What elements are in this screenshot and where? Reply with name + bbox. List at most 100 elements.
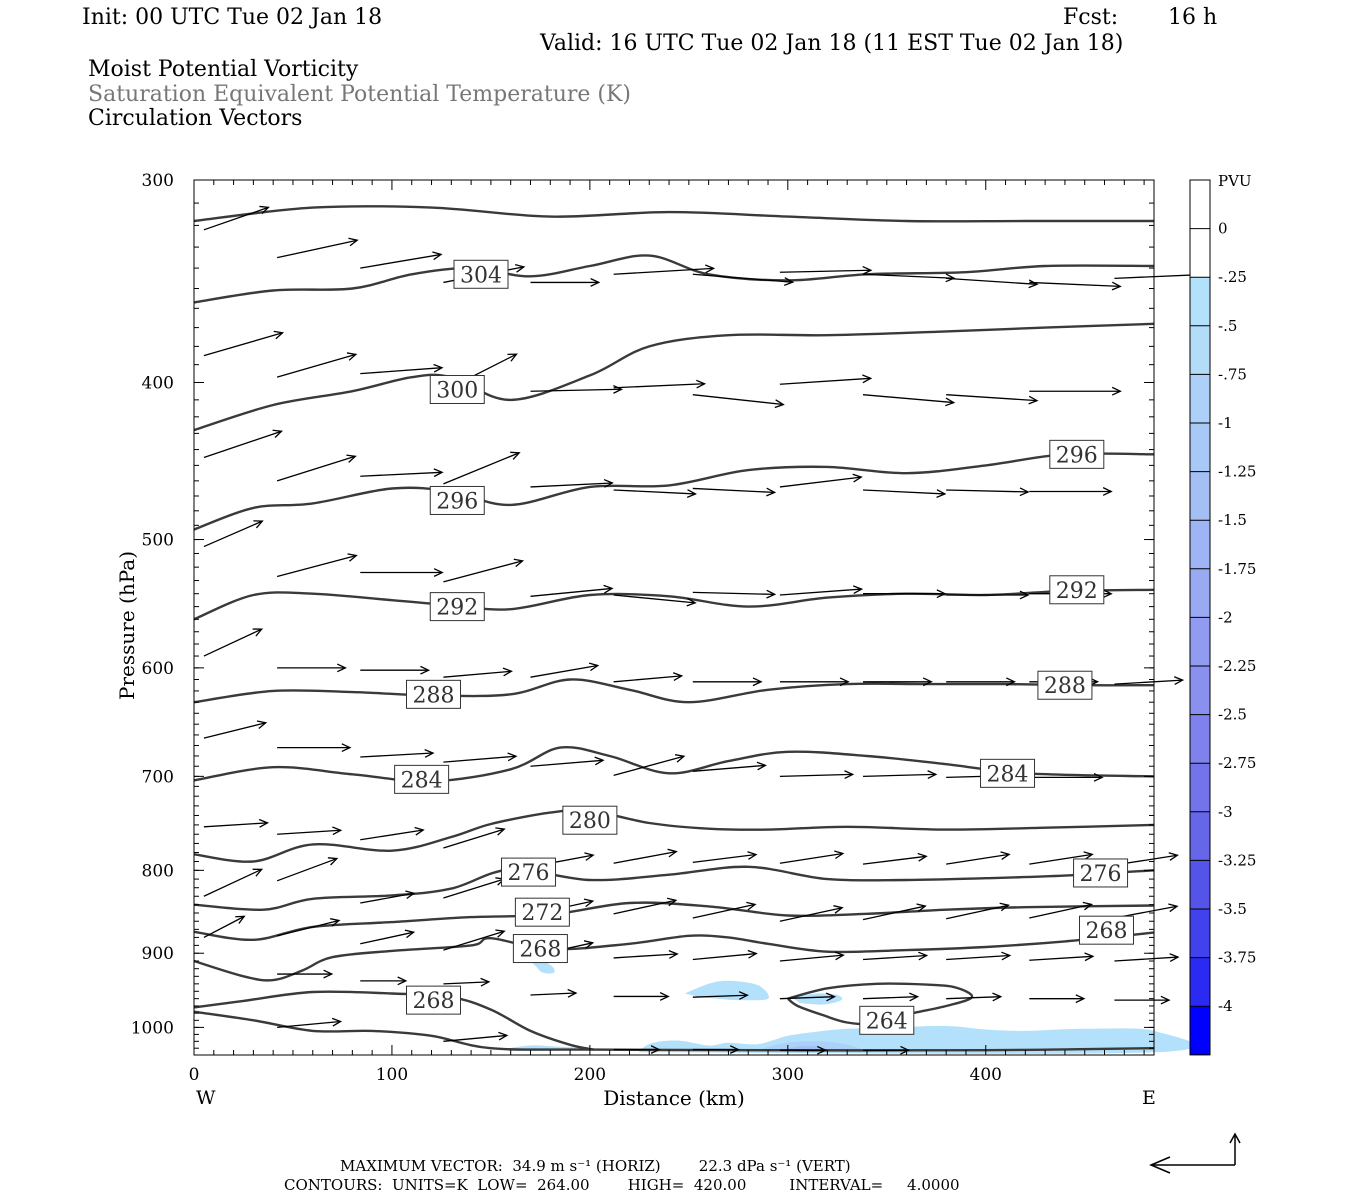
colorbar-swatch <box>1190 666 1210 716</box>
colorbar-swatch <box>1190 180 1210 230</box>
contour-label: 280 <box>562 805 618 835</box>
x-tick-label: 100 <box>376 1065 408 1085</box>
svg-text:292: 292 <box>1056 579 1098 604</box>
circulation-vector <box>692 761 767 772</box>
circulation-vector <box>779 677 850 687</box>
isentrope-300 <box>193 322 1155 432</box>
contour-label: 284 <box>980 758 1036 788</box>
circulation-vector <box>360 568 444 577</box>
y-axis-title: Pressure (hPa) <box>115 551 139 700</box>
y-tick-label: 700 <box>142 767 174 787</box>
circulation-vector <box>613 489 698 498</box>
circulation-vector <box>779 992 837 1002</box>
circulation-vector <box>277 743 352 753</box>
circulation-vector <box>1114 676 1185 686</box>
svg-text:284: 284 <box>401 768 443 793</box>
circulation-vector <box>779 585 864 596</box>
y-tick-label: 500 <box>142 531 174 551</box>
colorbar-swatch <box>1190 568 1210 618</box>
isentrope-264 <box>193 1010 1155 1052</box>
axis-layer: 300 400 500 600 700 800 900 1000 0 100 200 300 400 W E… <box>115 171 1156 1110</box>
circulation-vector <box>862 951 929 961</box>
circulation-vector <box>443 977 491 987</box>
isentrope-268 <box>193 931 1155 982</box>
circulation-vector <box>530 584 614 597</box>
circulation-vector <box>203 868 264 897</box>
circulation-vector <box>276 553 358 578</box>
circulation-vector <box>203 818 270 828</box>
svg-text:280: 280 <box>569 809 611 834</box>
circulation-vector <box>613 264 716 275</box>
circulation-vector <box>1114 953 1180 962</box>
contour-label: 288 <box>406 679 462 709</box>
circulation-vector <box>692 487 777 497</box>
circulation-vector <box>360 976 408 986</box>
reference-vector-icon <box>1149 1132 1241 1174</box>
colorbar-swatch <box>1190 909 1210 959</box>
contour-label: 264 <box>859 1005 915 1035</box>
circulation-vector <box>946 902 1010 920</box>
circulation-vector <box>946 277 1039 289</box>
isentrope-288 <box>193 678 1155 704</box>
circulation-vector <box>779 374 873 385</box>
circulation-vector <box>530 278 601 287</box>
colorbar-label: -1.75 <box>1218 560 1256 578</box>
circulation-vector <box>443 1031 509 1042</box>
circulation-vector <box>613 992 670 1001</box>
circulation-vector <box>613 379 707 389</box>
west-label: W <box>196 1087 216 1109</box>
svg-text:292: 292 <box>436 596 478 621</box>
svg-text:276: 276 <box>508 861 550 886</box>
circulation-vector <box>276 237 359 259</box>
circulation-vector <box>360 929 416 945</box>
colorbar-units: PVU <box>1218 172 1252 190</box>
circulation-vector <box>203 205 270 231</box>
circulation-vector <box>863 589 947 599</box>
circulation-vector <box>443 558 525 583</box>
svg-text:268: 268 <box>413 989 455 1014</box>
circulation-vector <box>203 915 246 938</box>
svg-text:288: 288 <box>1044 674 1086 699</box>
circulation-vector <box>360 468 444 478</box>
circulation-vector <box>946 487 1030 497</box>
svg-text:284: 284 <box>987 762 1029 787</box>
x-tick-label: 300 <box>772 1065 804 1085</box>
contour-label: 304 <box>453 259 509 289</box>
valid-time: Valid: 16 UTC Tue 02 Jan 18 (11 EST Tue … <box>540 31 1124 56</box>
isentrope-272 <box>193 901 1155 942</box>
colorbar-label: -2 <box>1218 608 1233 626</box>
circulation-vector <box>203 429 283 459</box>
circulation-vector <box>779 850 845 864</box>
contour-label: 272 <box>514 897 570 927</box>
colorbar-swatch <box>1190 520 1210 570</box>
contour-label: 284 <box>394 764 450 794</box>
colorbar-label: -1.25 <box>1218 463 1256 481</box>
contour-label: 276 <box>1073 858 1129 888</box>
circulation-vector <box>779 770 855 780</box>
forecast-label: Fcst: <box>1063 5 1119 30</box>
circulation-vector <box>360 890 416 904</box>
circulation-vector <box>692 851 758 864</box>
contour-label: 268 <box>512 934 568 964</box>
circulation-vector <box>1029 851 1094 865</box>
x-tick-label: 0 <box>189 1065 200 1085</box>
circulation-vector <box>946 394 1039 405</box>
vector-layer <box>203 205 1207 1055</box>
y-tick-label: 300 <box>142 171 174 191</box>
circulation-vector <box>443 827 506 849</box>
colorbar-swatch <box>1190 617 1210 667</box>
circulation-vector <box>862 903 927 921</box>
svg-text:288: 288 <box>413 683 455 708</box>
pv-fill-layer <box>500 950 1195 1054</box>
isentrope-276 <box>193 865 1155 912</box>
colorbar-swatch <box>1190 714 1210 764</box>
max-vector-note: MAXIMUM VECTOR: 34.9 m s⁻¹ (HORIZ) 22.3 … <box>340 1157 851 1175</box>
contour-label: 300 <box>429 374 485 404</box>
circulation-vector <box>276 454 357 482</box>
colorbar: 0 -.25 -.5 -.75 -1 -1.25 -1.5 -1.75 -2 -2.25 -2.5 -… <box>1189 172 1256 1056</box>
y-tick-label: 1000 <box>131 1018 174 1038</box>
colorbar-swatch <box>1190 811 1210 861</box>
circulation-vector <box>613 1045 661 1054</box>
circulation-vector <box>203 520 264 548</box>
